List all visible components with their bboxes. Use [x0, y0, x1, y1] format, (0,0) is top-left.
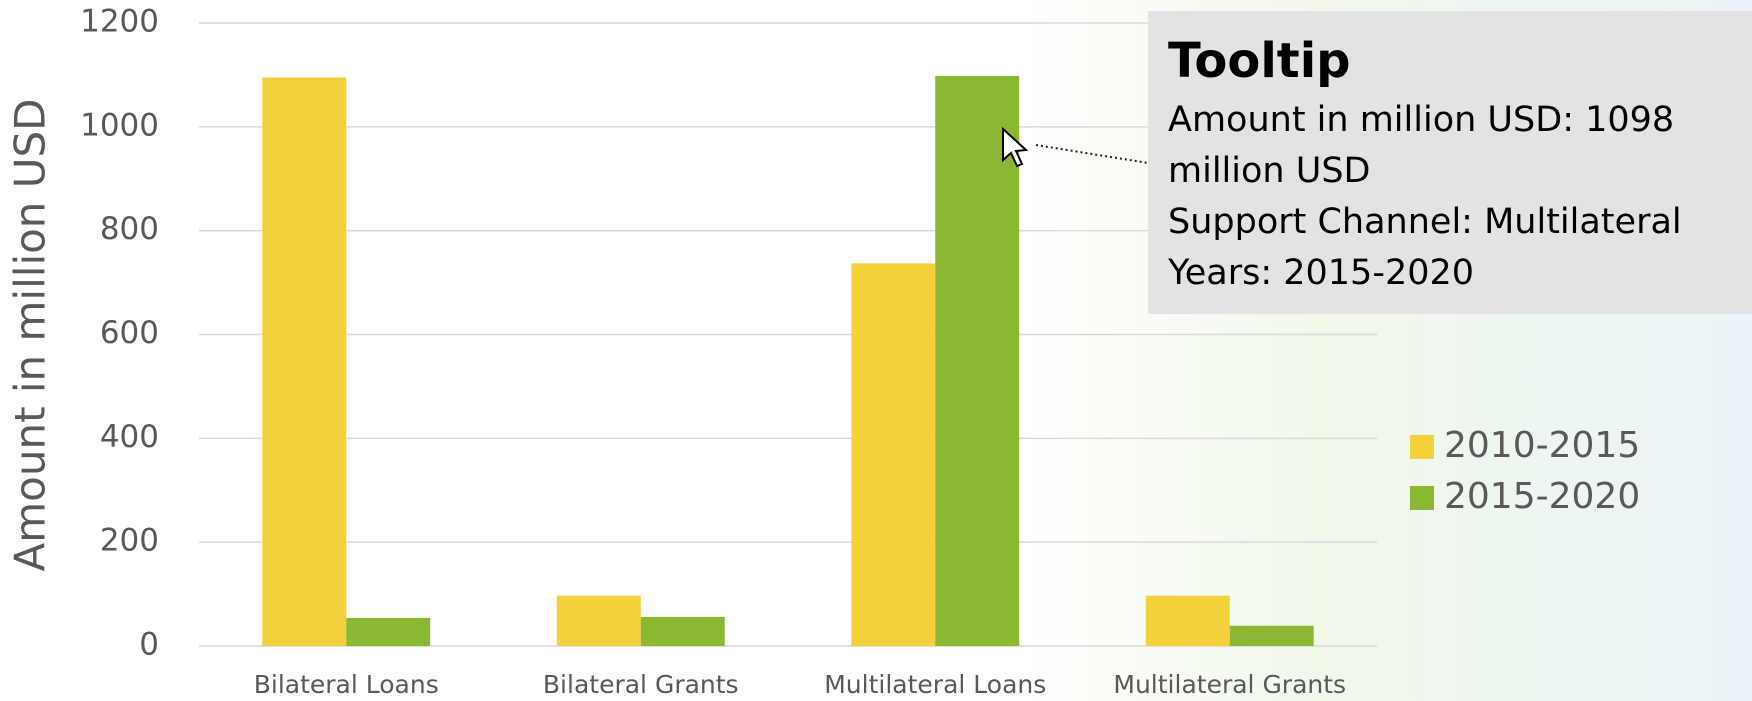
bar [1145, 595, 1230, 646]
tooltip-title: Tooltip [1168, 33, 1351, 89]
y-tick-label: 600 [100, 315, 159, 351]
cursor [1002, 126, 1029, 168]
tooltip-line: Support Channel: Multilateral [1168, 202, 1682, 242]
x-tick-label: Bilateral Grants [543, 670, 739, 699]
x-tick-label: Bilateral Loans [254, 670, 439, 699]
y-tick-label: 1000 [80, 107, 159, 143]
legend-swatch [1410, 435, 1434, 459]
bar [640, 616, 725, 646]
tooltip-connector [1035, 144, 1149, 164]
bar [262, 77, 347, 646]
tooltip: Tooltip Amount in million USD: 1098 mill… [1148, 11, 1752, 314]
y-tick-label: 200 [100, 523, 159, 559]
bar [1229, 625, 1314, 646]
bar [556, 595, 641, 646]
legend-label: 2010-2015 [1444, 425, 1640, 466]
tooltip-line: Amount in million USD: 1098 million USD [1168, 100, 1675, 191]
x-tick-label: Multilateral Grants [1113, 670, 1346, 699]
y-axis-title: Amount in million USD [6, 98, 55, 571]
y-tick-label: 0 [139, 627, 159, 663]
tooltip-line: Years: 2015-2020 [1168, 253, 1475, 293]
y-tick-label: 400 [100, 419, 159, 455]
legend-label: 2015-2020 [1444, 476, 1640, 517]
legend-swatch [1410, 486, 1434, 510]
bar [851, 263, 936, 646]
bar [935, 75, 1020, 646]
bar [346, 617, 431, 646]
y-tick-label: 1200 [80, 4, 159, 40]
x-tick-label: Multilateral Loans [824, 670, 1046, 699]
y-tick-label: 800 [100, 211, 159, 247]
